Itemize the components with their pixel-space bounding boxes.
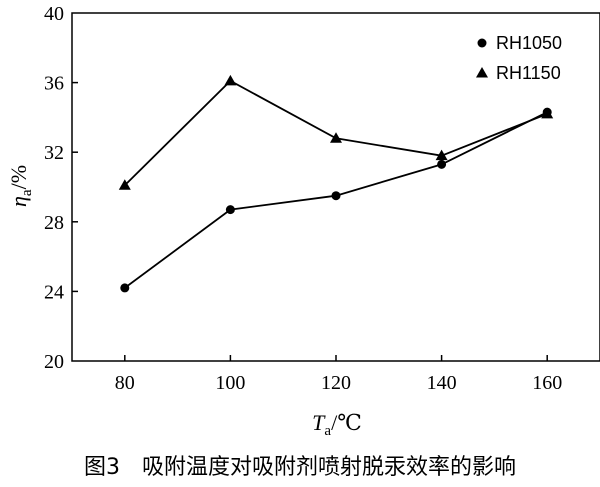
y-axis-title-sub: a [19, 189, 35, 196]
y-axis-title-main: η [6, 196, 31, 207]
figure-caption: 图3 吸附温度对吸附剂喷射脱汞效率的影响 [84, 455, 516, 480]
x-tick-label: 140 [427, 372, 457, 394]
y-tick-label: 36 [44, 73, 64, 95]
data-point-rh1050 [437, 159, 447, 169]
legend: RH1050 RH1150 [476, 33, 562, 83]
ticks-group: 20 24 28 32 36 40 80 100 120 140 160 [44, 3, 562, 394]
data-point-rh1150 [224, 74, 237, 86]
x-tick-label: 80 [115, 372, 135, 394]
y-tick-label: 32 [44, 142, 64, 164]
series-group [118, 74, 554, 293]
data-point-rh1150 [435, 149, 448, 161]
legend-label-rh1150: RH1150 [496, 63, 561, 83]
series-rh1050 [120, 107, 552, 293]
y-axis-title: ηa/% [6, 165, 35, 207]
x-tick-label: 100 [215, 372, 245, 394]
x-tick-label: 160 [532, 372, 562, 394]
x-axis-title-main: T [312, 410, 326, 435]
data-point-rh1150 [541, 107, 554, 119]
x-axis-title-unit: /℃ [331, 410, 362, 435]
x-axis-title: Ta/℃ [312, 410, 362, 439]
y-axis-title-unit: /% [6, 165, 31, 189]
legend-marker-rh1150 [476, 67, 488, 78]
series-rh1150 [118, 74, 554, 190]
y-tick-label: 40 [44, 3, 64, 25]
data-point-rh1150 [330, 132, 342, 143]
data-point-rh1150 [118, 179, 131, 190]
data-point-rh1050 [225, 205, 235, 215]
data-point-rh1050 [120, 283, 130, 293]
x-tick-label: 120 [321, 372, 351, 394]
legend-marker-rh1050 [477, 38, 487, 48]
x-axis-title-sub: a [324, 423, 331, 439]
legend-label-rh1050: RH1050 [496, 33, 562, 53]
y-tick-label: 28 [44, 212, 64, 234]
y-tick-label: 20 [44, 351, 64, 373]
y-tick-label: 24 [44, 281, 64, 303]
data-point-rh1050 [331, 191, 341, 201]
